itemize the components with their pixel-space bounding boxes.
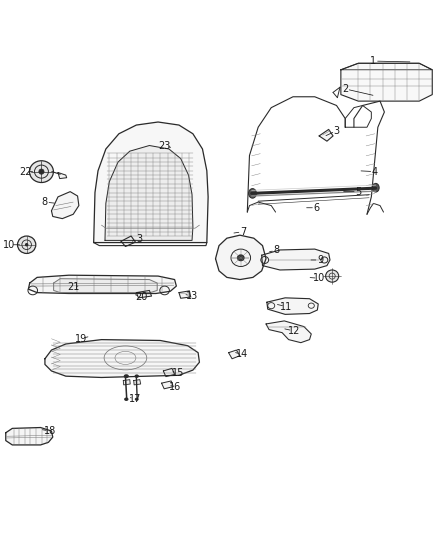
Text: 10: 10 xyxy=(313,273,325,283)
Ellipse shape xyxy=(29,161,53,182)
Text: 2: 2 xyxy=(342,84,348,94)
Polygon shape xyxy=(215,235,266,279)
Text: 8: 8 xyxy=(273,245,279,255)
Polygon shape xyxy=(121,236,135,246)
Polygon shape xyxy=(123,379,130,385)
Ellipse shape xyxy=(372,183,379,192)
Ellipse shape xyxy=(124,374,129,378)
Text: 12: 12 xyxy=(288,326,300,336)
Ellipse shape xyxy=(237,254,245,261)
Text: 16: 16 xyxy=(170,382,182,392)
Text: 8: 8 xyxy=(42,197,48,207)
Text: 20: 20 xyxy=(135,292,148,302)
Text: 18: 18 xyxy=(44,426,56,436)
Text: 21: 21 xyxy=(67,282,79,293)
Polygon shape xyxy=(105,146,193,240)
Text: 10: 10 xyxy=(3,240,15,250)
Polygon shape xyxy=(53,279,157,293)
Polygon shape xyxy=(94,122,208,243)
Polygon shape xyxy=(267,298,318,314)
Ellipse shape xyxy=(249,189,256,198)
Text: 3: 3 xyxy=(333,126,339,136)
Polygon shape xyxy=(179,291,191,298)
Polygon shape xyxy=(266,321,311,343)
Text: 19: 19 xyxy=(74,334,87,344)
Polygon shape xyxy=(136,290,152,298)
Text: 5: 5 xyxy=(355,187,361,197)
Text: 4: 4 xyxy=(372,167,378,176)
Text: 13: 13 xyxy=(185,291,198,301)
Ellipse shape xyxy=(39,169,44,174)
Text: 15: 15 xyxy=(172,368,184,378)
Text: 23: 23 xyxy=(159,141,171,150)
Text: 22: 22 xyxy=(19,167,32,176)
Text: 3: 3 xyxy=(136,233,142,244)
Ellipse shape xyxy=(124,398,128,401)
Polygon shape xyxy=(58,173,67,179)
Ellipse shape xyxy=(135,398,139,401)
Polygon shape xyxy=(6,427,53,445)
Polygon shape xyxy=(319,130,333,141)
Ellipse shape xyxy=(325,270,339,282)
Polygon shape xyxy=(163,368,175,377)
Polygon shape xyxy=(341,63,432,101)
Polygon shape xyxy=(28,275,177,294)
Text: 1: 1 xyxy=(371,56,377,66)
Text: 9: 9 xyxy=(317,255,323,265)
Polygon shape xyxy=(134,379,141,385)
Polygon shape xyxy=(45,340,199,377)
Text: 17: 17 xyxy=(129,394,141,404)
Polygon shape xyxy=(229,350,240,359)
Text: 6: 6 xyxy=(314,203,320,213)
Ellipse shape xyxy=(25,243,28,246)
Ellipse shape xyxy=(18,236,36,254)
Polygon shape xyxy=(162,381,173,389)
Polygon shape xyxy=(51,192,79,219)
Text: 7: 7 xyxy=(240,227,246,237)
Text: 14: 14 xyxy=(236,350,248,359)
Polygon shape xyxy=(261,249,330,270)
Ellipse shape xyxy=(134,374,139,378)
Text: 11: 11 xyxy=(280,302,293,312)
